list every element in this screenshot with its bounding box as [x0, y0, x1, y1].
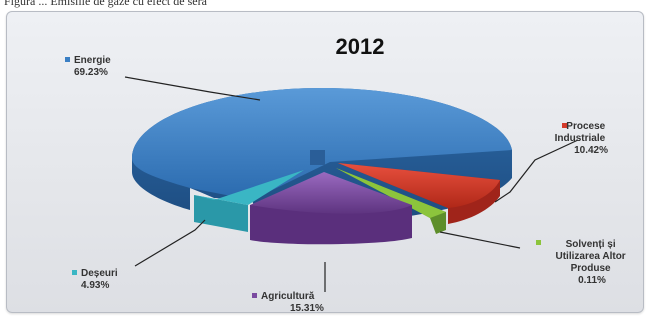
- label-agricultura: Agricultură 15.31%: [261, 291, 324, 314]
- label-deseuri: Deșeuri 4.93%: [81, 268, 120, 291]
- figure-caption-text: Figura ... Emisiile de gaze cu efect de …: [4, 0, 207, 8]
- leader-line-solventi: [439, 231, 521, 249]
- legend-marker-deseuri: [72, 270, 77, 275]
- leader-lines: [124, 76, 579, 292]
- slice-procese-industriale: [338, 163, 500, 224]
- legend-marker-solventi: [536, 240, 541, 245]
- figure-caption: Figura ... Emisiile de gaze cu efect de …: [0, 0, 650, 10]
- legend-marker-procese: [562, 123, 567, 128]
- label-procese-industriale: Procese Industriale 10.42%: [555, 121, 608, 156]
- slice-deseuri: [194, 170, 304, 232]
- label-energie: Energie 69.23%: [74, 55, 113, 78]
- label-solventi: Solvenți și Utilizarea Altor Produse 0.1…: [556, 239, 629, 286]
- slice-solventi: [336, 168, 446, 234]
- legend-marker-energie: [65, 57, 70, 62]
- chart-title: 2012: [336, 34, 385, 59]
- legend-marker-agricultura: [252, 293, 257, 298]
- leader-line-procese: [494, 139, 579, 203]
- slice-agricultura: [250, 172, 412, 245]
- leader-line-energie: [124, 76, 261, 101]
- leader-line-deseuri: [134, 219, 206, 267]
